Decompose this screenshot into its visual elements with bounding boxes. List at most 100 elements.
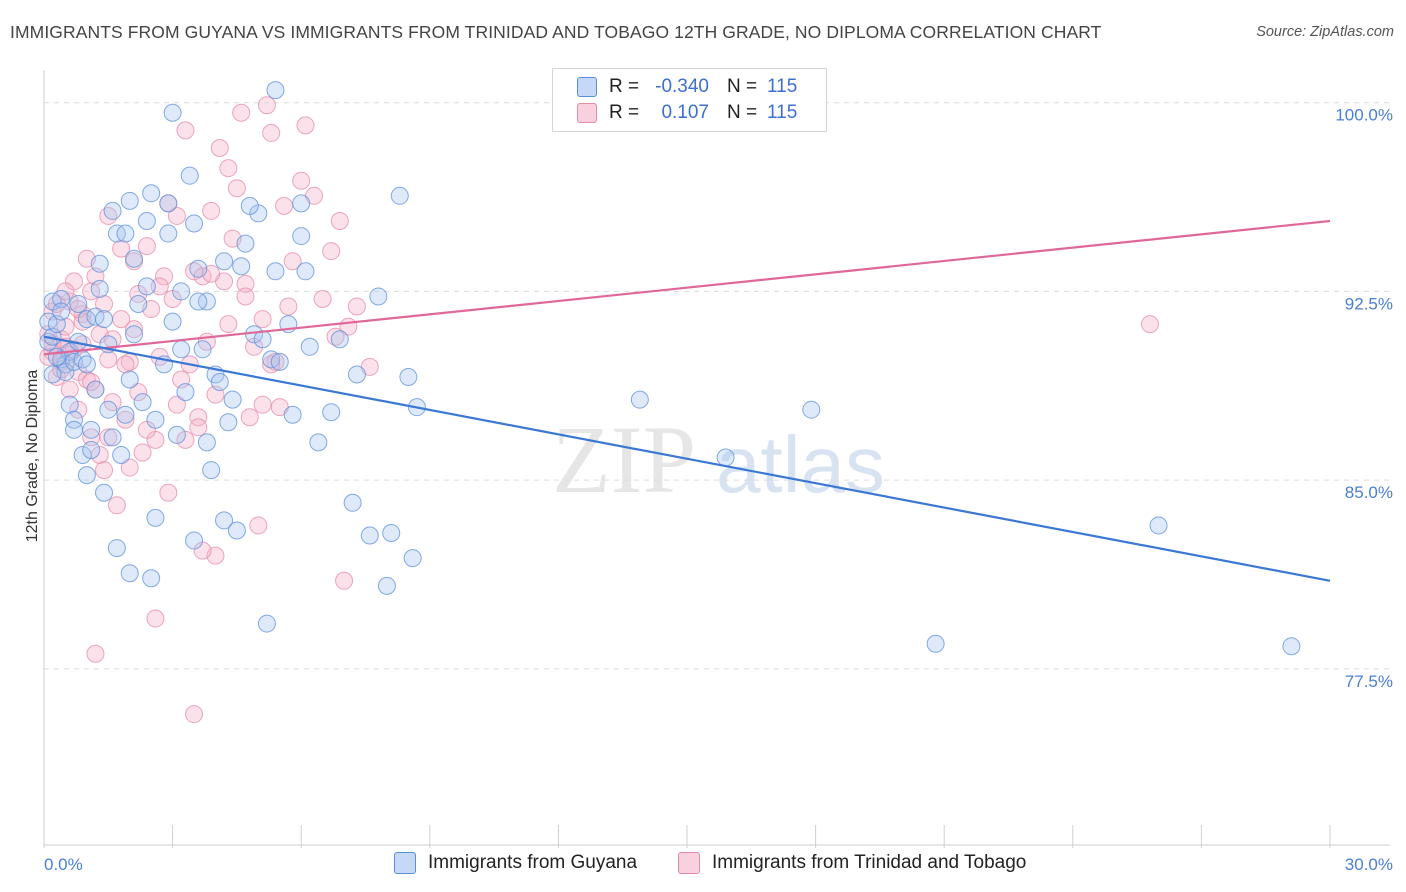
guyana-point (347, 365, 366, 384)
trinidad-point (120, 458, 139, 477)
trinidad-point (133, 443, 152, 462)
trinidad-point (159, 483, 178, 502)
trinidad-point (167, 206, 186, 225)
trinidad-point (155, 267, 174, 286)
legend-swatch-guyana (577, 77, 597, 97)
guyana-point (52, 289, 71, 308)
trinidad-point (99, 350, 118, 369)
trinidad-point (185, 705, 204, 724)
trinidad-point (249, 516, 268, 535)
correlation-legend: R = -0.340 N = 115 R = 0.107 N = 115 (552, 68, 827, 132)
guyana-point (202, 461, 221, 480)
legend-label-guyana: Immigrants from Guyana (428, 852, 638, 873)
trinidad-point (95, 461, 114, 480)
guyana-point (236, 234, 255, 253)
guyana-point (189, 259, 208, 278)
y-tick-label: 100.0% (1335, 106, 1393, 125)
guyana-point (163, 103, 182, 122)
guyana-points (39, 81, 1301, 656)
guyana-point (322, 403, 341, 422)
trinidad-point (116, 410, 135, 429)
guyana-point (382, 523, 401, 542)
y-tick-label: 85.0% (1345, 483, 1393, 502)
trinidad-point (240, 408, 259, 427)
trinidad-point (99, 428, 118, 447)
guyana-point (133, 393, 152, 412)
guyana-point (227, 521, 246, 540)
legend-n-value-trinidad: 115 (767, 102, 798, 123)
guyana-point (137, 211, 156, 230)
guyana-point (159, 194, 178, 213)
legend-n-label: N = (727, 102, 758, 123)
guyana-point (1282, 637, 1301, 656)
guyana-point (330, 330, 349, 349)
guyana-point (1149, 516, 1168, 535)
trinidad-point (219, 315, 238, 334)
guyana-point (390, 186, 409, 205)
guyana-point (369, 287, 388, 306)
trinidad-point (283, 252, 302, 271)
trinidad-point (167, 395, 186, 414)
guyana-point (240, 196, 259, 215)
guyana-point (266, 81, 285, 100)
guyana-point (219, 413, 238, 432)
trinidad-point (262, 123, 281, 142)
guyana-point (270, 352, 289, 371)
trinidad-point (313, 289, 332, 308)
watermark-zip: ZIP (552, 406, 696, 513)
trinidad-point (253, 395, 272, 414)
guyana-point (137, 277, 156, 296)
guyana-point (95, 310, 114, 329)
source-label: Source: ZipAtlas.com (1256, 24, 1394, 40)
guyana-point (300, 337, 319, 356)
legend-n-value-guyana: 115 (767, 76, 798, 97)
guyana-point (159, 224, 178, 243)
grid-lines (44, 102, 1390, 670)
guyana-point (125, 325, 144, 344)
guyana-point (193, 340, 212, 359)
axes (43, 70, 1390, 848)
guyana-point (146, 410, 165, 429)
legend-n-label: N = (727, 76, 758, 97)
guyana-point (185, 214, 204, 233)
guyana-point (52, 302, 71, 321)
guyana-point (292, 194, 311, 213)
legend-item-trinidad[interactable]: Immigrants from Trinidad and Tobago (678, 852, 1026, 874)
x-tick-labels: 0.0% 30.0% (44, 855, 1393, 874)
legend-row-guyana: R = -0.340 N = 115 (553, 74, 797, 100)
guyana-point (77, 355, 96, 374)
guyana-point (112, 445, 131, 464)
guyana-point (43, 365, 62, 384)
guyana-point (120, 370, 139, 389)
guyana-point (802, 400, 821, 419)
y-tick-label: 92.5% (1345, 294, 1393, 313)
guyana-point (172, 282, 191, 301)
watermark-atlas: atlas (716, 420, 885, 509)
guyana-point (189, 292, 208, 311)
trinidad-point (176, 121, 195, 140)
guyana-point (283, 405, 302, 424)
series-legend: Immigrants from Guyana Immigrants from T… (0, 852, 1406, 878)
x-tick-label: 30.0% (1345, 855, 1393, 874)
trinidad-point (146, 609, 165, 628)
trinidad-point (112, 239, 131, 258)
guyana-point (343, 493, 362, 512)
trinidad-point (347, 297, 366, 316)
y-tick-label: 77.5% (1345, 672, 1393, 691)
x-tick-label: 0.0% (44, 855, 83, 874)
legend-item-guyana[interactable]: Immigrants from Guyana (394, 852, 637, 874)
trinidad-point (95, 295, 114, 314)
guyana-point (116, 224, 135, 243)
trinidad-point (322, 242, 341, 261)
guyana-point (82, 420, 101, 439)
watermark: ZIP atlas (552, 406, 885, 513)
guyana-point (142, 184, 161, 203)
legend-swatch-trinidad (577, 103, 597, 123)
guyana-point (77, 466, 96, 485)
guyana-point (65, 410, 84, 429)
trinidad-point (236, 274, 255, 293)
guyana-point (197, 433, 216, 452)
guyana-point (309, 433, 328, 452)
trinidad-point (296, 116, 315, 135)
guyana-point (95, 483, 114, 502)
